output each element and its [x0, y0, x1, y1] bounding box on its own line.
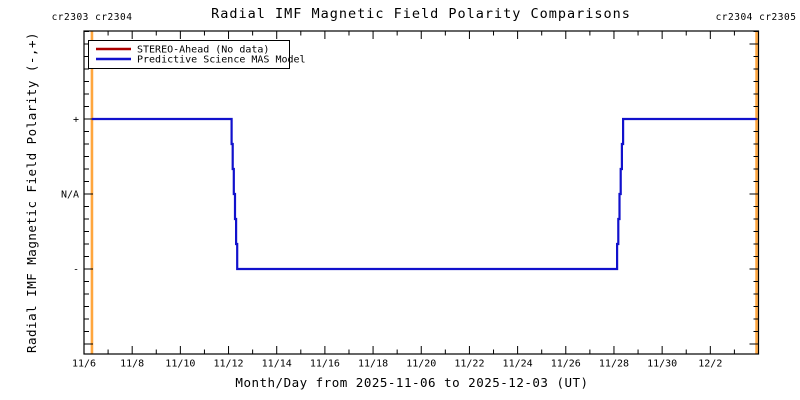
legend: STEREO-Ahead (No data) Predictive Scienc… [88, 40, 306, 69]
legend-label-stereo: STEREO-Ahead (No data) [137, 45, 269, 56]
x-tick-label: 11/28 [599, 359, 629, 370]
x-tick-label: 11/6 [72, 359, 96, 370]
polarity-line [91, 117, 757, 271]
y-tick-label-plus: + [73, 115, 79, 126]
x-tick-label: 11/14 [262, 359, 292, 370]
data-series [91, 117, 757, 271]
x-axis-title: Month/Day from 2025-11-06 to 2025-12-03 … [235, 375, 588, 390]
x-tick-label: 12/2 [698, 359, 722, 370]
x-tick-label: 11/22 [454, 359, 484, 370]
legend-box [88, 40, 290, 69]
y-tick-label-na: N/A [61, 190, 79, 201]
x-tick-label: 11/20 [406, 359, 436, 370]
x-tick-label: 11/16 [310, 359, 340, 370]
y-axis-title: Radial IMF Magnetic Field Polarity (-,+) [24, 32, 39, 353]
plot-frame [83, 30, 760, 355]
x-tick-labels: 11/6 11/8 11/10 11/12 11/14 11/16 11/18 11/20 11… [72, 359, 722, 370]
x-tick-label: 11/26 [551, 359, 581, 370]
x-tick-label: 11/8 [120, 359, 144, 370]
carrington-label-right: cr2304 cr2305 [716, 12, 797, 23]
x-tick-label: 11/12 [213, 359, 243, 370]
x-tick-label: 11/10 [165, 359, 195, 370]
carrington-label-left: cr2303 cr2304 [52, 12, 133, 23]
y-tick-label-minus: - [73, 265, 79, 276]
axis-ticks [83, 31, 759, 354]
x-tick-label: 11/18 [358, 359, 388, 370]
legend-label-mas: Predictive Science MAS Model [137, 55, 306, 66]
x-tick-label: 11/30 [647, 359, 677, 370]
chart-title: Radial IMF Magnetic Field Polarity Compa… [211, 6, 631, 22]
x-tick-label: 11/24 [503, 359, 533, 370]
carrington-boundary-lines [90, 31, 758, 354]
